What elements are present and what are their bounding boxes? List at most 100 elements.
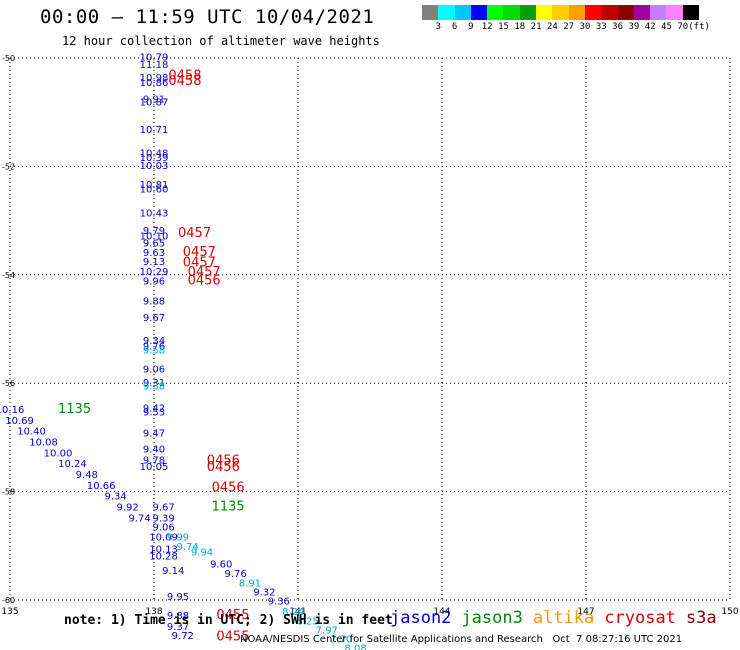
color-scale-tick: 27: [563, 22, 575, 32]
wave-height-label: 9.40: [143, 445, 165, 456]
color-swatch: [536, 5, 553, 20]
color-scale-tick: 6: [451, 22, 458, 32]
color-scale-bar: [422, 5, 700, 20]
wave-height-label: 10.86: [140, 78, 169, 89]
pass-time-label: 0457: [178, 226, 211, 241]
color-swatch: [650, 5, 667, 20]
wave-height-label: 10.43: [140, 208, 169, 219]
color-scale-tick: 36: [612, 22, 624, 32]
color-swatch: [601, 5, 618, 20]
wave-height-label: 10.66: [87, 481, 116, 492]
wave-height-label: 9.13: [143, 257, 165, 268]
color-scale-tick: 12: [481, 22, 493, 32]
pass-time-label: 0457: [183, 256, 216, 271]
chart-subtitle: 12 hour collection of altimeter wave hei…: [62, 34, 380, 48]
wave-height-label: 10.87: [140, 98, 169, 109]
x-tick-label: 147: [577, 607, 594, 617]
color-swatch: [584, 5, 602, 20]
wave-height-label: 9.96: [143, 277, 165, 288]
x-tick-label: 150: [721, 607, 738, 617]
wave-height-label: 10.16: [0, 405, 24, 416]
wave-height-label: 9.94: [191, 548, 213, 559]
wave-height-label: 9.37: [167, 622, 189, 633]
x-tick-label: 135: [1, 607, 18, 617]
color-scale-tick: 70: [677, 22, 689, 32]
wave-height-label: 9.99: [167, 532, 189, 543]
wave-height-label: 9.39: [152, 513, 174, 524]
color-scale-tick: (ft): [688, 22, 710, 32]
wave-height-label: 10.10: [140, 232, 169, 243]
wave-height-label: 9.95: [167, 592, 189, 603]
wave-height-label: 9.32: [253, 588, 275, 599]
color-swatch: [519, 5, 537, 20]
color-scale-tick: 33: [595, 22, 607, 32]
wave-height-label: 10.05: [140, 462, 169, 473]
color-scale-tick: 18: [514, 22, 526, 32]
color-swatch: [438, 5, 455, 20]
wave-height-label: 9.63: [143, 248, 165, 259]
wave-height-label: 8.91: [239, 578, 261, 589]
y-tick-label: -60: [2, 596, 15, 605]
pass-time-label: 0456: [207, 460, 240, 475]
pass-time-label: 0457: [188, 265, 221, 280]
wave-height-label: 10.08: [29, 438, 58, 449]
wave-height-label: 9.79: [143, 226, 165, 237]
pass-time-label: 1135: [212, 500, 245, 515]
color-scale-tick: 9: [468, 22, 474, 32]
color-swatch: [568, 5, 585, 20]
wave-height-label: 9.65: [143, 239, 165, 250]
wave-height-label: 9.88: [167, 611, 189, 622]
wave-height-label: 10.24: [58, 459, 87, 470]
wave-height-label: 10.79: [140, 53, 169, 64]
color-scale-tick: 15: [498, 22, 509, 32]
wave-height-label: 10.29: [140, 267, 169, 278]
wave-height-label: 9.74: [176, 542, 198, 553]
x-tick-label: 144: [433, 607, 450, 617]
color-swatch: [682, 5, 700, 20]
color-swatch: [617, 5, 634, 20]
pass-time-label: 0458: [168, 74, 201, 89]
color-scale-tick: 24: [546, 22, 558, 32]
wave-height-label: 10.71: [140, 125, 169, 136]
wave-height-label: 9.06: [143, 364, 165, 375]
wave-height-label: 9.91: [143, 94, 165, 105]
pass-time-label: 0456: [188, 274, 221, 289]
pass-time-label: 1135: [58, 402, 91, 417]
wave-height-label: 9.38: [143, 382, 165, 393]
wave-height-label: 10.40: [17, 427, 46, 438]
color-scale-tick: 3: [435, 22, 442, 32]
footnote: note: 1) Time is in UTC; 2) SWH is in fe…: [64, 613, 393, 628]
wave-height-label: 10.28: [149, 551, 178, 562]
credit-line: NOAA/NESDIS Center for Satellite Applica…: [240, 634, 683, 645]
wave-height-label: 9.42: [143, 403, 165, 414]
color-swatch: [633, 5, 651, 20]
color-swatch: [666, 5, 683, 20]
wave-height-label: 9.34: [143, 336, 165, 347]
wave-height-label: 9.92: [116, 503, 138, 514]
legend-entry: cryosat: [604, 608, 676, 628]
wave-height-label: 10.48: [140, 149, 169, 160]
y-tick-label: -50: [2, 54, 15, 63]
wave-height-label: 9.34: [104, 492, 126, 503]
color-swatch: [487, 5, 504, 20]
wave-height-label: 9.67: [143, 313, 165, 324]
pass-time-label: 0457: [183, 245, 216, 260]
color-scale-tick: 21: [530, 22, 542, 32]
legend-entry: jason2: [390, 608, 452, 628]
wave-height-label: 9.58: [143, 345, 165, 356]
pass-time-label: 0456: [212, 481, 245, 496]
wave-height-label: 8.08: [344, 643, 366, 650]
color-scale-tick: 39: [628, 22, 640, 32]
wave-height-label: 10.69: [5, 416, 34, 427]
wave-height-label: 9.53: [143, 408, 165, 419]
color-swatch: [454, 5, 471, 20]
y-tick-label: -54: [2, 271, 15, 280]
wave-height-label: 9.06: [152, 523, 174, 534]
wave-height-label: 9.60: [210, 559, 232, 570]
color-swatch: [422, 5, 439, 20]
wave-height-label: 10.81: [140, 180, 169, 191]
wave-height-label: 9.74: [128, 513, 150, 524]
wave-height-label: 9.76: [224, 569, 246, 580]
wave-height-label: 8.24: [282, 607, 304, 618]
wave-height-label: 10.03: [140, 161, 169, 172]
